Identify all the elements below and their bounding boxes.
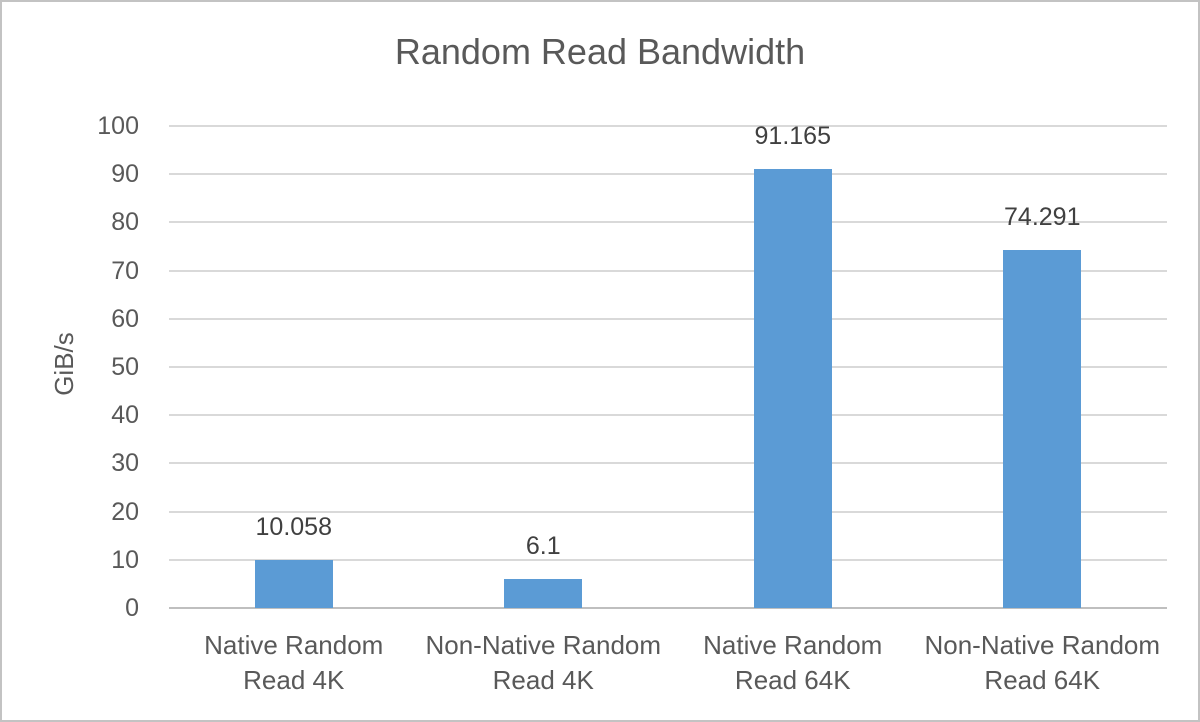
category-label: Native Random Read 64K	[668, 628, 918, 698]
bar-value-label: 10.058	[255, 512, 332, 541]
gridline	[169, 462, 1167, 465]
bar-value-label: 91.165	[754, 121, 831, 150]
chart-title: Random Read Bandwidth	[394, 31, 806, 72]
category-label-line: Read 4K	[243, 665, 345, 695]
y-tick-label: 30	[111, 449, 139, 478]
bar	[504, 578, 583, 608]
gridline	[169, 558, 1167, 561]
category-label-line: Read 64K	[734, 665, 851, 695]
category-label-line: Read 4K	[492, 665, 594, 695]
bar	[1003, 249, 1082, 608]
gridline	[169, 510, 1167, 513]
y-tick-label: 70	[111, 256, 139, 285]
bar	[753, 168, 832, 608]
y-tick-label: 50	[111, 353, 139, 381]
gridline	[169, 317, 1167, 320]
category-label-line: Native Random	[204, 630, 384, 660]
gridline	[169, 173, 1167, 176]
y-tick-label: 10	[111, 545, 139, 574]
y-tick-label: 100	[97, 112, 139, 140]
gridline	[169, 366, 1167, 368]
y-tick-label: 20	[111, 497, 139, 526]
category-label-line: Non-Native Random	[924, 630, 1161, 660]
bar-value-label: 74.291	[1004, 202, 1081, 231]
bar	[254, 559, 333, 608]
y-tick-label: 0	[125, 594, 139, 622]
y-tick-label: 80	[111, 208, 139, 237]
category-label-line: Read 64K	[984, 665, 1101, 695]
category-label: Native Random Read 4K	[169, 628, 419, 698]
x-axis-line	[169, 607, 1167, 609]
category-label: Non-Native Random Read 64K	[918, 628, 1168, 698]
bar-value-label: 6.1	[525, 531, 561, 560]
category-label-line: Non-Native Random	[425, 630, 662, 660]
y-tick-label: 60	[111, 304, 139, 333]
y-tick-label: 90	[111, 160, 139, 189]
category-label-line: Native Random	[703, 630, 883, 660]
gridline	[169, 221, 1167, 224]
y-tick-label: 40	[111, 401, 139, 430]
gridline	[169, 269, 1167, 272]
gridline	[169, 414, 1167, 417]
gridline	[169, 125, 1167, 127]
category-label: Non-Native Random Read 4K	[419, 628, 669, 698]
